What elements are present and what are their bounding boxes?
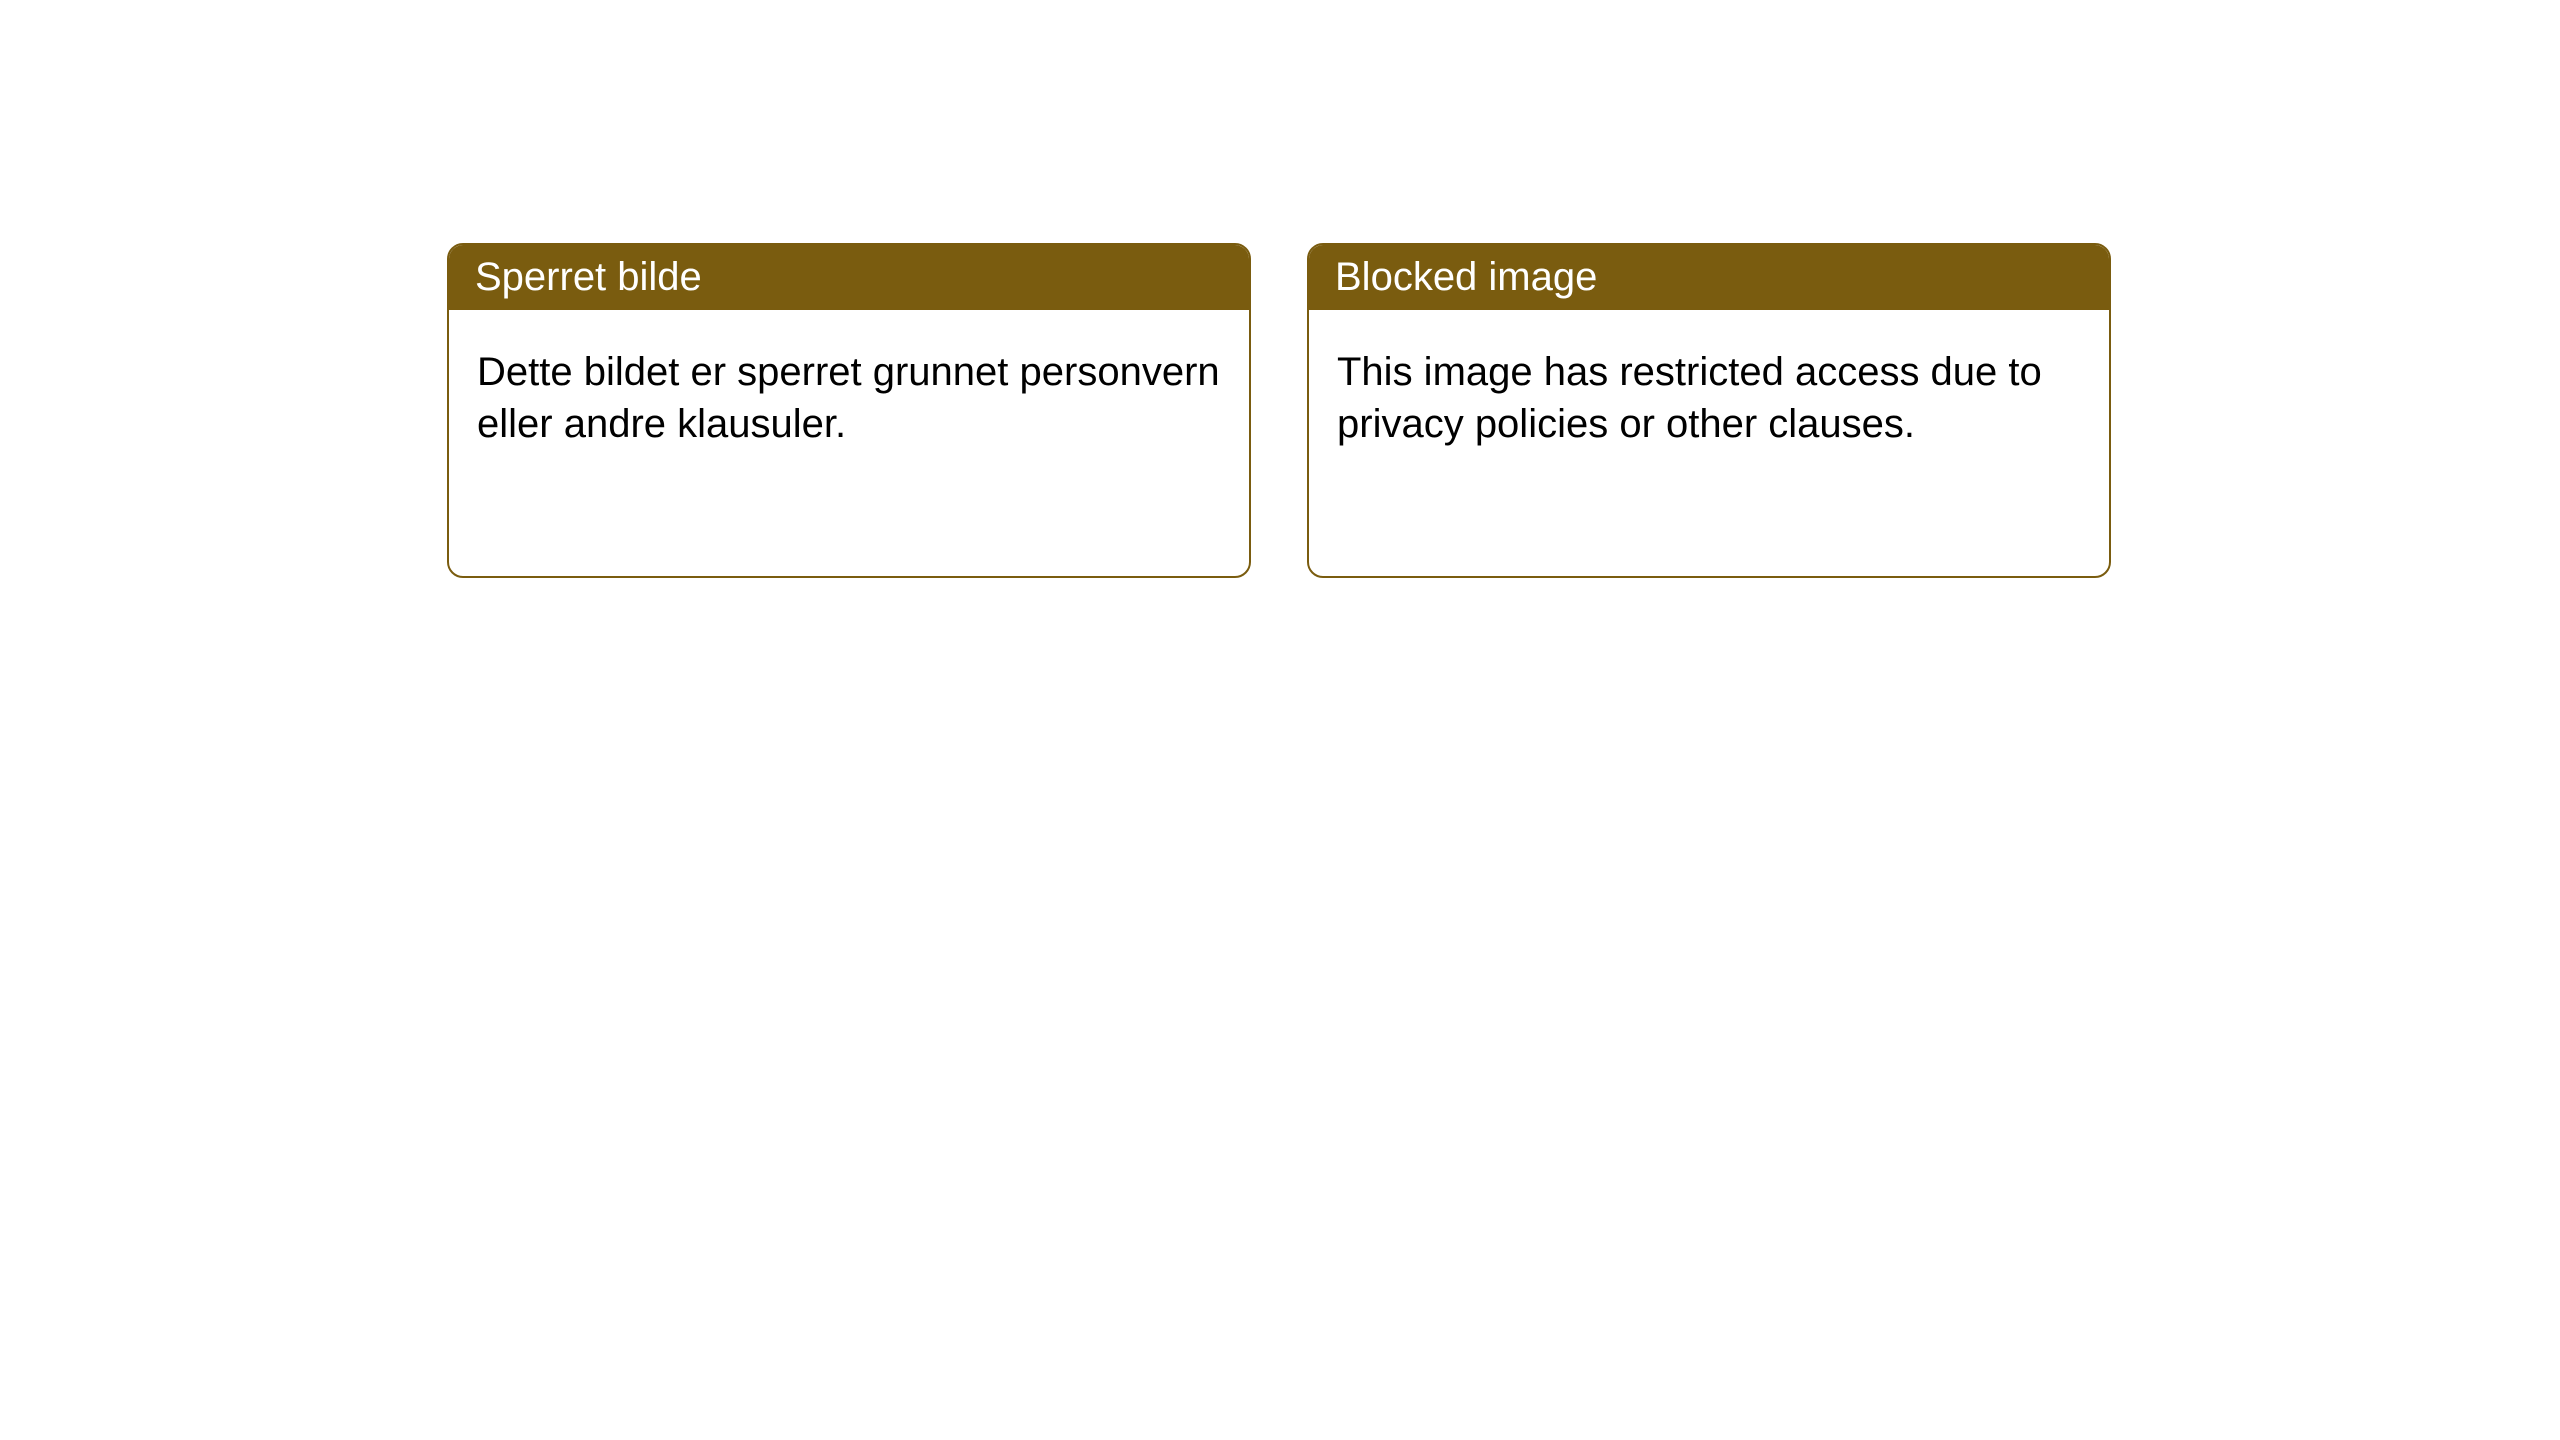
notice-card-norwegian: Sperret bilde Dette bildet er sperret gr…: [447, 243, 1251, 578]
card-header-text: Blocked image: [1335, 255, 1597, 299]
card-body: Dette bildet er sperret grunnet personve…: [449, 310, 1249, 486]
notice-container: Sperret bilde Dette bildet er sperret gr…: [0, 0, 2560, 578]
card-header: Sperret bilde: [449, 245, 1249, 310]
notice-card-english: Blocked image This image has restricted …: [1307, 243, 2111, 578]
card-header: Blocked image: [1309, 245, 2109, 310]
card-body-text: This image has restricted access due to …: [1337, 350, 2042, 446]
card-body: This image has restricted access due to …: [1309, 310, 2109, 486]
card-body-text: Dette bildet er sperret grunnet personve…: [477, 350, 1220, 446]
card-header-text: Sperret bilde: [475, 255, 702, 299]
